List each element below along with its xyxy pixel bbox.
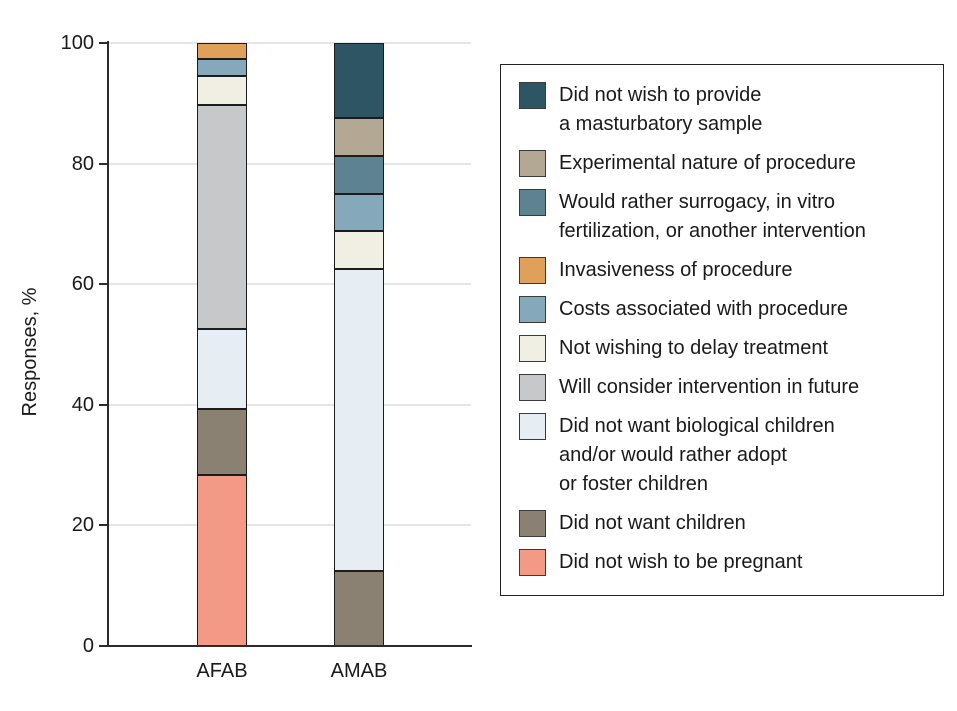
bar-amab-segment: [334, 156, 384, 194]
y-tick-label: 0: [82, 635, 94, 657]
legend-swatch: [519, 296, 546, 323]
legend-label: Did not wish to provide a masturbatory sa…: [559, 81, 762, 139]
legend-swatch: [519, 413, 546, 440]
y-tick-mark: [99, 524, 108, 527]
legend-label: Did not want children: [559, 509, 746, 538]
bar-afab-segment: [197, 475, 247, 646]
legend-swatch: [519, 257, 546, 284]
legend-label: Experimental nature of procedure: [559, 149, 856, 178]
legend-label-line: Will consider intervention in future: [559, 376, 860, 398]
y-tick-label: 80: [71, 152, 94, 175]
bar-amab-segment: [334, 193, 384, 232]
legend-item: Did not want children: [519, 509, 925, 538]
legend-label-line: Invasiveness of procedure: [559, 259, 793, 281]
y-tick-mark: [99, 283, 108, 286]
legend-label-line: or foster children: [559, 473, 708, 495]
y-tick-label: 60: [71, 273, 94, 296]
legend-item: Will consider intervention in future: [519, 373, 925, 402]
legend-label-line: Not wishing to delay treatment: [559, 337, 829, 359]
legend-label: Invasiveness of procedure: [559, 256, 792, 285]
legend-item: Invasiveness of procedure: [519, 256, 925, 285]
legend-label-line: and/or would rather adopt: [559, 444, 787, 466]
legend: Did not wish to provide a masturbatory sa…: [500, 64, 944, 596]
legend-swatch: [519, 335, 546, 362]
bar-afab-segment: [197, 105, 247, 330]
legend-label-line: Costs associated with procedure: [559, 298, 849, 320]
y-tick-label: 40: [71, 393, 94, 416]
legend-item: Did not wish to provide a masturbatory sa…: [519, 81, 925, 139]
legend-label-line: a masturbatory sample: [559, 113, 763, 135]
y-tick-mark: [99, 403, 108, 406]
y-tick-mark: [99, 162, 108, 165]
legend-item: Did not want biological children and/or w…: [519, 412, 925, 499]
bar-afab-segment: [197, 76, 247, 106]
y-tick-label: 100: [60, 32, 94, 54]
x-axis-category-label: AFAB: [196, 660, 248, 682]
legend-swatch: [519, 510, 546, 537]
legend-label: Did not want biological children and/or w…: [559, 412, 835, 499]
legend-label: Not wishing to delay treatment: [559, 334, 828, 363]
bar-afab-segment: [197, 409, 247, 476]
legend-item: Experimental nature of procedure: [519, 149, 925, 178]
x-axis-line: [107, 645, 472, 647]
bar-amab-segment: [334, 231, 384, 270]
y-tick-mark: [99, 645, 108, 647]
bar-amab-segment: [334, 118, 384, 157]
legend-label: Costs associated with procedure: [559, 295, 848, 324]
y-axis-line: [107, 41, 109, 647]
gridline: [109, 42, 471, 44]
legend-item: Not wishing to delay treatment: [519, 334, 925, 363]
gridline: [109, 524, 471, 527]
legend-label: Will consider intervention in future: [559, 373, 859, 402]
bar-afab-segment: [197, 43, 247, 59]
legend-swatch: [519, 374, 546, 401]
legend-label-line: Would rather surrogacy, in vitro: [559, 191, 836, 213]
legend-label-line: Did not want children: [559, 512, 746, 534]
legend-swatch: [519, 549, 546, 576]
legend-label: Would rather surrogacy, in vitro fertiliz…: [559, 188, 866, 246]
y-tick-label: 20: [71, 514, 94, 537]
legend-swatch: [519, 150, 546, 177]
bar-amab-segment: [334, 570, 384, 646]
legend-label: Did not wish to be pregnant: [559, 548, 803, 577]
legend-swatch: [519, 82, 546, 109]
bar-afab-segment: [197, 329, 247, 410]
bar-amab-segment: [334, 269, 384, 571]
legend-item: Costs associated with procedure: [519, 295, 925, 324]
y-tick-mark: [99, 42, 108, 44]
legend-item: Would rather surrogacy, in vitro fertiliz…: [519, 188, 925, 246]
gridline: [109, 162, 471, 165]
gridline: [109, 283, 471, 286]
bar-amab-segment: [334, 43, 384, 119]
legend-label-line: Did not wish to be pregnant: [559, 551, 803, 573]
legend-swatch: [519, 189, 546, 216]
gridline: [109, 403, 471, 406]
x-axis-category-label: AMAB: [330, 660, 388, 682]
legend-label-line: Did not wish to provide: [559, 84, 762, 106]
legend-label-line: Experimental nature of procedure: [559, 152, 856, 174]
bar-afab-segment: [197, 58, 247, 77]
legend-label-line: Did not want biological children: [559, 415, 835, 437]
y-axis-title: Responses, %: [19, 287, 41, 417]
legend-label-line: fertilization, or another intervention: [559, 220, 866, 242]
legend-item: Did not wish to be pregnant: [519, 548, 925, 577]
